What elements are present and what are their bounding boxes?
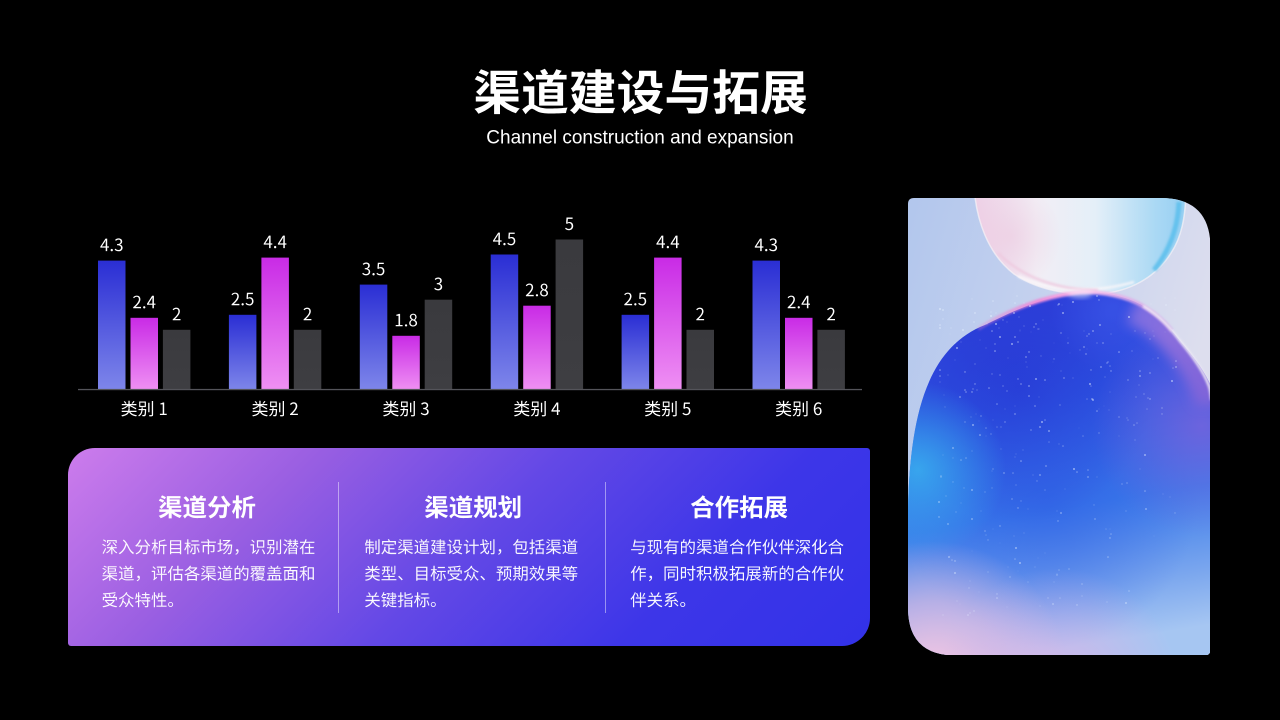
svg-text:Channel construction and expan: Channel construction and expansion — [486, 128, 793, 149]
